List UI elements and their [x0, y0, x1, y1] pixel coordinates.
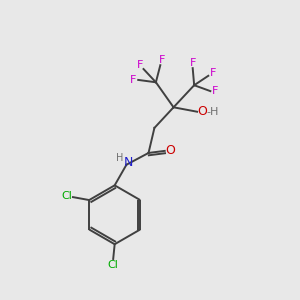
Text: F: F: [159, 55, 165, 65]
Text: -H: -H: [206, 107, 219, 117]
Text: F: F: [212, 86, 219, 96]
Text: H: H: [116, 153, 124, 163]
Text: F: F: [130, 75, 136, 85]
Text: O: O: [197, 105, 207, 118]
Text: F: F: [210, 68, 217, 78]
Text: F: F: [190, 58, 196, 68]
Text: N: N: [124, 156, 134, 169]
Text: O: O: [166, 144, 176, 158]
Text: F: F: [136, 60, 143, 70]
Text: Cl: Cl: [108, 260, 118, 270]
Text: Cl: Cl: [61, 190, 72, 201]
